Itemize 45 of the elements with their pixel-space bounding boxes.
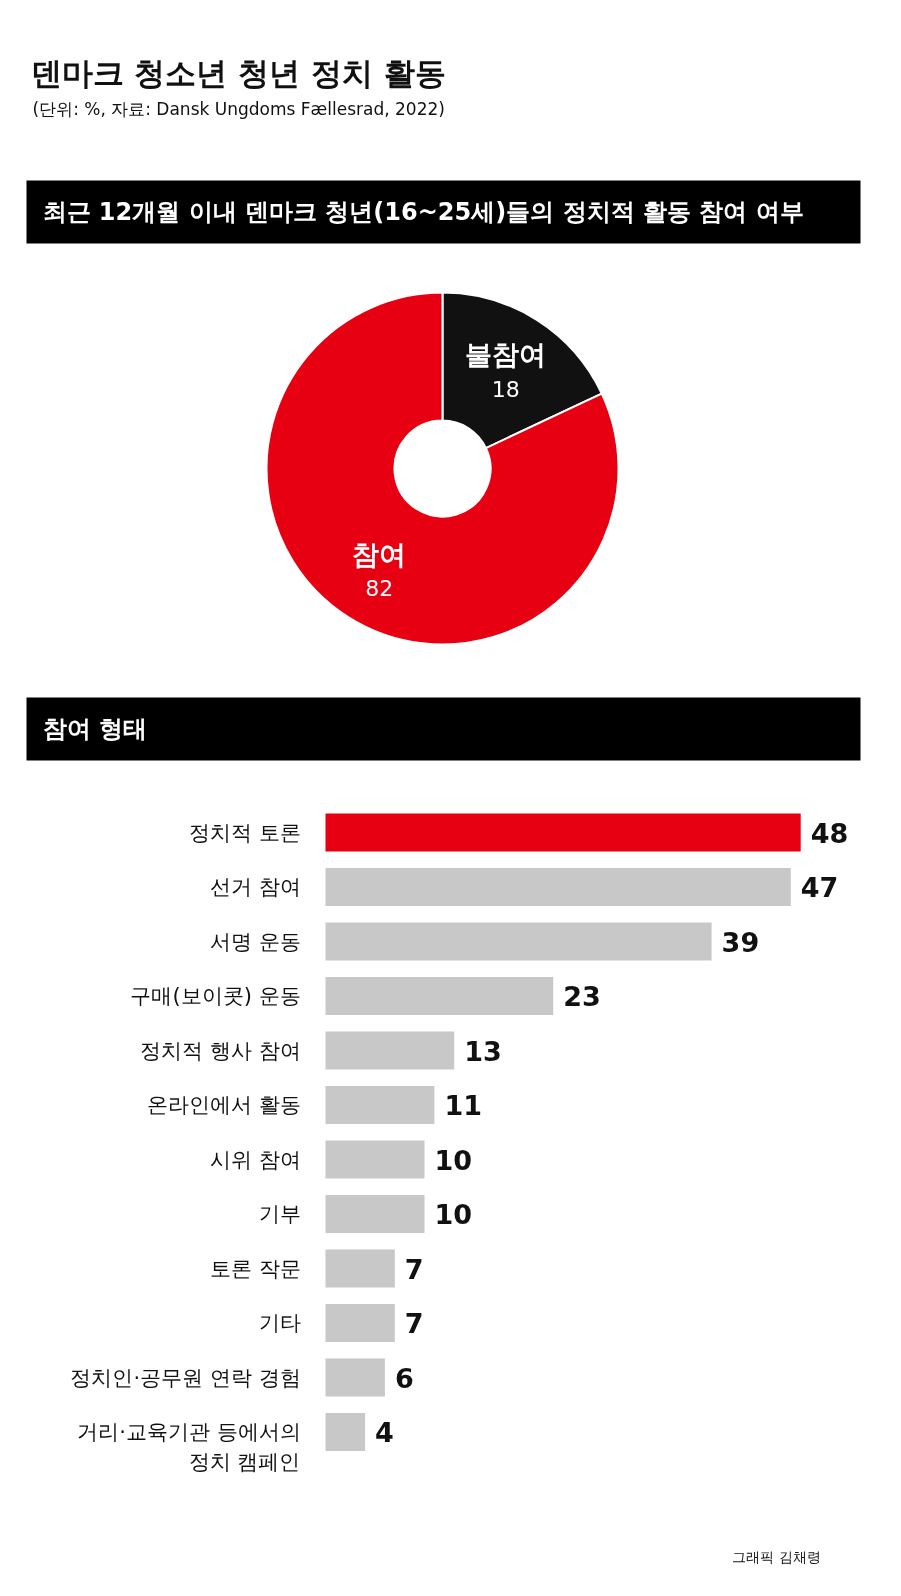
chart-subtitle: (단위: %, 자료: Dansk Ungdoms Fællesrad, 2022) <box>32 98 445 119</box>
text: 그래픽 김채령 <box>732 1548 821 1565</box>
chart-title: 덴마크 청소년 청년 정치 활동 <box>30 54 446 91</box>
bar <box>325 868 791 906</box>
data-label: 7 <box>404 1308 424 1339</box>
y-tick-label: 구매(보이콧) 운동 <box>130 984 301 1008</box>
bar <box>325 1195 425 1233</box>
bar <box>325 1140 425 1179</box>
data-label: 39 <box>721 926 760 958</box>
data-label: 23 <box>563 981 601 1012</box>
data-label: 48 <box>810 817 849 849</box>
data-label: 82 <box>365 576 394 602</box>
data-label: 6 <box>394 1362 414 1394</box>
slice-label: 참여 <box>352 538 407 570</box>
data-label: 4 <box>375 1417 394 1448</box>
y-tick-label: 선거 참여 <box>209 875 301 899</box>
y-tick-label: 기부 <box>258 1202 301 1226</box>
data-label: 11 <box>444 1090 482 1121</box>
bar <box>325 813 801 852</box>
data-label: 18 <box>491 376 520 402</box>
bar <box>325 922 712 961</box>
bar <box>325 1358 385 1397</box>
bar <box>325 1413 366 1451</box>
text: 최근 12개월 이내 덴마크 청년(16~25세)들의 정치적 활동 참여 여부 <box>42 198 804 226</box>
text: 참여 형태 <box>42 715 147 743</box>
bar <box>325 1031 455 1070</box>
data-label: 7 <box>404 1253 424 1285</box>
y-tick-label: 정치적 행사 참여 <box>140 1038 301 1063</box>
y-tick-label: 시위 참여 <box>209 1147 301 1172</box>
y-tick-label: 기타 <box>258 1311 301 1335</box>
y-tick-label: 서명 운동 <box>209 929 301 954</box>
y-tick-label: 정치인·공무원 연락 경험 <box>70 1365 301 1390</box>
y-tick-label: 온라인에서 활동 <box>146 1093 301 1117</box>
y-tick-label: 거리·교육기관 등에서의 정치 캠페인 <box>77 1420 301 1474</box>
y-tick-label: 정치적 토론 <box>188 820 301 845</box>
data-label: 13 <box>464 1035 502 1067</box>
data-label: 10 <box>434 1199 473 1230</box>
bar <box>325 1086 435 1124</box>
bar <box>325 977 554 1015</box>
y-tick-label: 토론 작문 <box>209 1256 301 1281</box>
data-label: 10 <box>434 1144 473 1176</box>
slice-label: 불참여 <box>465 339 547 371</box>
data-label: 47 <box>800 872 839 903</box>
bar <box>325 1304 395 1342</box>
bar <box>325 1249 395 1288</box>
